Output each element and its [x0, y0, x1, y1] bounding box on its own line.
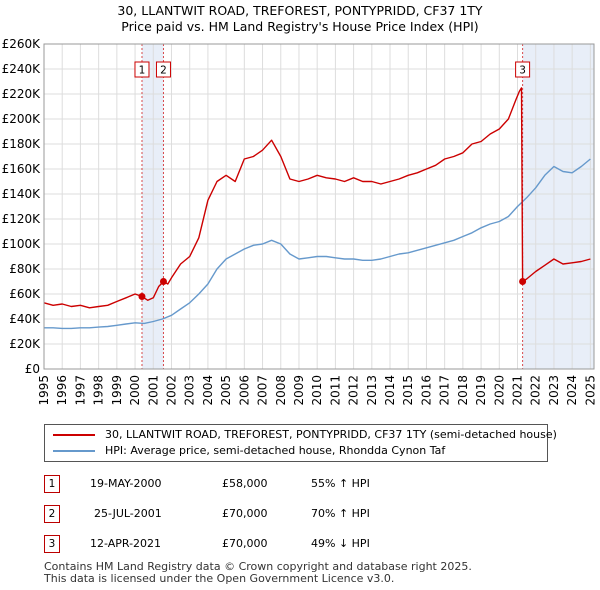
footer-attribution: Contains HM Land Registry data © Crown c… — [44, 561, 472, 585]
x-tick-label: 2021 — [511, 375, 525, 406]
x-tick-label: 2016 — [419, 375, 433, 406]
y-tick-label: £100K — [2, 237, 42, 251]
x-tick-label: 2023 — [547, 375, 561, 406]
y-tick-label: £60K — [9, 287, 41, 301]
footer-line-1: Contains HM Land Registry data © Crown c… — [44, 560, 472, 573]
x-tick-label: 2000 — [128, 375, 142, 406]
x-tick-label: 2008 — [274, 375, 288, 406]
x-tick-label: 2017 — [438, 375, 452, 406]
x-tick-label: 2002 — [164, 375, 178, 406]
y-tick-label: £120K — [2, 212, 42, 226]
x-tick-label: 2019 — [474, 375, 488, 406]
x-tick-label: 2004 — [201, 375, 215, 406]
legend-label-property: 30, LLANTWIT ROAD, TREFOREST, PONTYPRIDD… — [105, 428, 557, 441]
x-tick-label: 2025 — [583, 375, 597, 406]
y-tick-label: £220K — [2, 87, 42, 101]
y-tick-label: £160K — [2, 162, 42, 176]
x-tick-label: 2024 — [565, 375, 579, 406]
y-tick-label: £140K — [2, 187, 42, 201]
sale-price: £58,000 — [222, 477, 268, 490]
sale-price: £70,000 — [222, 537, 268, 550]
chart-title-line1: 30, LLANTWIT ROAD, TREFOREST, PONTYPRIDD… — [117, 3, 483, 18]
x-tick-label: 2014 — [383, 375, 397, 406]
sale-hpi-diff: 55% ↑ HPI — [311, 477, 370, 490]
sale-label-box-2: 2 — [155, 61, 171, 78]
x-tick-label: 2007 — [256, 375, 270, 406]
sale-point-1 — [138, 293, 146, 300]
x-tick-label: 2018 — [456, 375, 470, 406]
x-tick-label: 2009 — [292, 375, 306, 406]
y-tick-label: £200K — [2, 112, 42, 126]
sale-label-box-border — [155, 61, 171, 78]
price-chart: 1 2 3 £0 £20K £40K £60K £80K £100K £120K £140K £160… — [2, 37, 598, 406]
x-tick-label: 1997 — [73, 375, 87, 406]
sale-date: 19-MAY-2000 — [90, 477, 162, 490]
sale-price: £70,000 — [222, 507, 268, 520]
x-tick-label: 1995 — [37, 375, 51, 406]
legend-label-hpi: HPI: Average price, semi-detached house,… — [105, 444, 446, 457]
y-tick-label: £180K — [2, 137, 42, 151]
sale-point-3 — [519, 278, 527, 285]
x-tick-label: 1998 — [92, 375, 106, 406]
chart-title: 30, LLANTWIT ROAD, TREFOREST, PONTYPRIDD… — [0, 3, 600, 35]
series-line-hpi — [44, 158, 591, 330]
sale-label-box-3: 3 — [515, 61, 531, 78]
footer-line-2: This data is licensed under the Open Gov… — [44, 572, 395, 585]
legend-swatch-hpi — [53, 450, 95, 452]
shaded-period-2 — [522, 44, 594, 369]
x-tick-label: 1996 — [55, 375, 69, 406]
plot-border — [43, 43, 595, 370]
x-tick-label: 2015 — [401, 375, 415, 406]
y-tick-label: £80K — [9, 262, 41, 276]
sale-date: 12-APR-2021 — [90, 537, 162, 550]
sale-label-box-text: 1 — [139, 65, 146, 77]
legend-swatch-property — [53, 434, 95, 436]
y-tick-label: £0 — [25, 362, 40, 376]
x-tick-label: 2003 — [183, 375, 197, 406]
y-tick-label: £260K — [2, 37, 42, 51]
x-tick-label: 2022 — [529, 375, 543, 406]
y-tick-label: £240K — [2, 62, 42, 76]
sale-label-box-1: 1 — [134, 61, 150, 78]
sale-label-box-border — [515, 61, 531, 78]
x-tick-label: 2020 — [492, 375, 506, 406]
sale-point-2 — [159, 278, 167, 285]
sale-badge: 3 — [44, 535, 60, 553]
x-tick-label: 2010 — [310, 375, 324, 406]
sale-badge: 2 — [44, 505, 60, 523]
chart-title-line2: Price paid vs. HM Land Registry's House … — [121, 19, 479, 34]
chart-legend: 30, LLANTWIT ROAD, TREFOREST, PONTYPRIDD… — [44, 424, 557, 462]
sale-label-box-border — [134, 61, 150, 78]
plot-area — [44, 44, 594, 369]
sale-date: 25-JUL-2001 — [94, 507, 162, 520]
x-tick-label: 1999 — [110, 375, 124, 406]
x-tick-label: 2013 — [365, 375, 379, 406]
x-tick-label: 2006 — [237, 375, 251, 406]
x-tick-label: 2005 — [219, 375, 233, 406]
y-tick-label: £20K — [9, 337, 41, 351]
sale-hpi-diff: 70% ↑ HPI — [311, 507, 370, 520]
x-tick-label: 2012 — [347, 375, 361, 406]
sale-label-box-text: 3 — [519, 65, 526, 77]
x-tick-label: 2011 — [328, 375, 342, 406]
sale-hpi-diff: 49% ↓ HPI — [311, 537, 370, 550]
y-tick-label: £40K — [9, 312, 41, 326]
x-tick-label: 2001 — [146, 375, 160, 406]
sale-label-box-text: 2 — [160, 65, 167, 77]
sale-badge: 1 — [44, 475, 60, 493]
